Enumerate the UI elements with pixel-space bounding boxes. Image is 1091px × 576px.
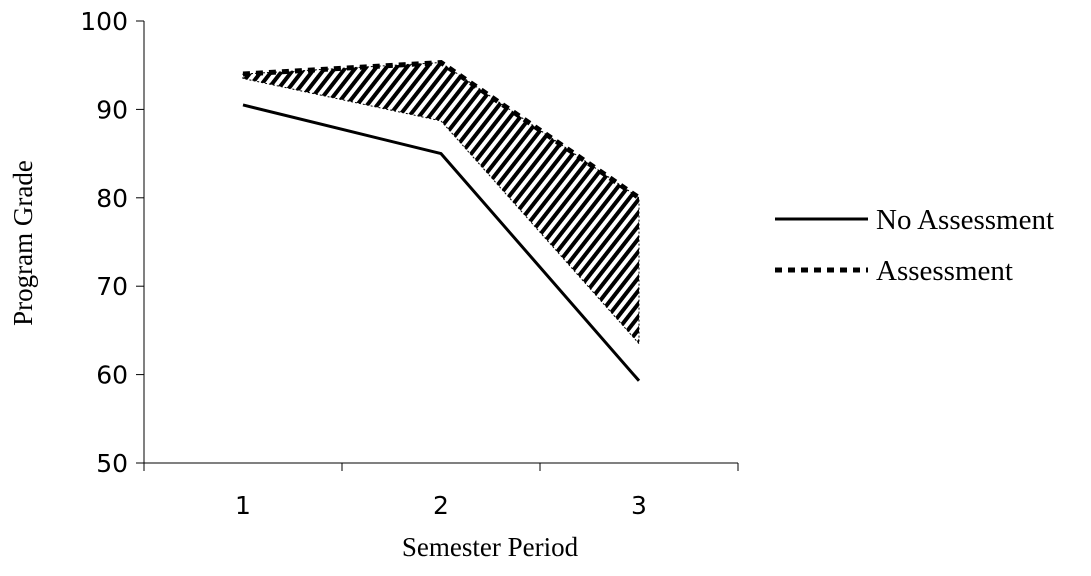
legend: No Assessment Assessment — [775, 204, 1054, 287]
plot-area — [242, 60, 641, 382]
shaded-band — [242, 62, 640, 345]
series-line-assessment — [242, 60, 641, 200]
legend-label-no-assessment: No Assessment — [876, 204, 1054, 236]
y-axis-title: Program Grade — [8, 160, 38, 326]
x-axis-title: Semester Period — [402, 532, 579, 562]
x-tick-label: 3 — [631, 491, 647, 520]
series-line-no-assessment — [242, 103, 641, 382]
legend-label-assessment: Assessment — [876, 255, 1013, 287]
y-tick-label: 80 — [96, 184, 128, 213]
y-axis: 50 60 70 80 90 100 — [80, 7, 145, 478]
x-tick-label: 2 — [433, 491, 449, 520]
y-tick-label: 70 — [96, 272, 128, 301]
y-tick-label: 90 — [96, 95, 128, 124]
y-tick-label: 100 — [80, 7, 128, 36]
y-tick-label: 50 — [96, 449, 128, 478]
x-axis: 1 2 3 — [143, 462, 739, 520]
x-tick-label: 1 — [235, 491, 251, 520]
y-tick-label: 60 — [96, 361, 128, 390]
